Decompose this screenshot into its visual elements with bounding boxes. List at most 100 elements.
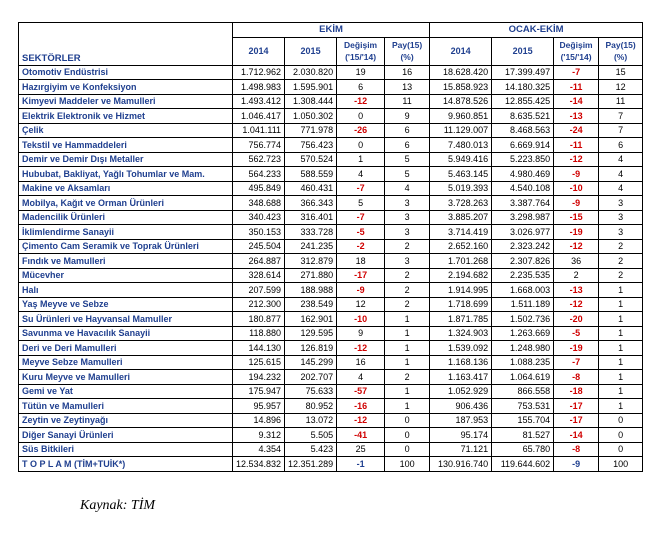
oe-share-cell: 3 xyxy=(598,195,644,211)
ekim-change-cell: 1 xyxy=(336,151,386,167)
ekim-share-cell: 13 xyxy=(384,79,431,95)
oe-change-cell: -5 xyxy=(553,325,600,341)
sector-name-cell: Mücevher xyxy=(18,267,233,283)
sector-name-cell: Tekstil ve Hammaddeleri xyxy=(18,137,233,153)
oe-2015-cell: 753.531 xyxy=(491,398,555,414)
oe-share-cell: 4 xyxy=(598,166,644,182)
ekim-change-cell: -2 xyxy=(336,238,386,254)
oe-share-cell: 7 xyxy=(598,108,644,124)
ekim-2014-cell: 207.599 xyxy=(231,282,286,298)
oe-2014-cell: 5.463.145 xyxy=(429,166,493,182)
sector-name-cell: Mobilya, Kağıt ve Orman Ürünleri xyxy=(18,195,233,211)
ekim-share-cell: 11 xyxy=(384,93,431,109)
table-row: Meyve Sebze Mamulleri 125.615 145.299 16 1 1.… xyxy=(18,354,644,370)
ekim-2014-cell: 1.046.417 xyxy=(231,108,286,124)
ekim-2015-cell: 13.072 xyxy=(284,412,338,428)
ekim-share-cell: 1 xyxy=(384,325,431,341)
oe-change-cell: -12 xyxy=(553,238,600,254)
ekim-change-cell: -17 xyxy=(336,267,386,283)
ekim-2015-cell: 1.595.901 xyxy=(284,79,338,95)
ekim-share-cell: 2 xyxy=(384,238,431,254)
sector-name-cell: Otomotiv Endüstrisi xyxy=(18,64,233,80)
ekim-2014-cell: 194.232 xyxy=(231,369,286,385)
oe-share-cell: 4 xyxy=(598,180,644,196)
ekim-share-cell: 16 xyxy=(384,64,431,80)
sector-name-cell: Kuru Meyve ve Mamulleri xyxy=(18,369,233,385)
oe-change-cell: -9 xyxy=(553,456,600,472)
oe-2015-cell: 1.248.980 xyxy=(491,340,555,356)
table-row: Otomotiv Endüstrisi 1.712.962 2.030.820 19 1… xyxy=(18,64,644,80)
oe-share-cell: 1 xyxy=(598,369,644,385)
oe-change-cell: -13 xyxy=(553,108,600,124)
oe-2015-cell: 14.180.325 xyxy=(491,79,555,95)
table-row: Mobilya, Kağıt ve Orman Ürünleri 348.688 3… xyxy=(18,195,644,211)
oe-2015-cell: 1.668.003 xyxy=(491,282,555,298)
oe-change-cell: -24 xyxy=(553,122,600,138)
ekim-2014-cell: 125.615 xyxy=(231,354,286,370)
ekim-2015-cell: 1.050.302 xyxy=(284,108,338,124)
ekim-2014-cell: 1.493.412 xyxy=(231,93,286,109)
oe-share-cell: 2 xyxy=(598,253,644,269)
ekim-change-cell: 0 xyxy=(336,137,386,153)
ekim-share-cell: 2 xyxy=(384,369,431,385)
ekim-2015-cell: 241.235 xyxy=(284,238,338,254)
ekim-change-cell: 5 xyxy=(336,195,386,211)
sector-name-cell: Çelik xyxy=(18,122,233,138)
oe-change-cell: -19 xyxy=(553,340,600,356)
oe-share-cell: 1 xyxy=(598,282,644,298)
oe-share-cell: 12 xyxy=(598,79,644,95)
oe-change-cell: -20 xyxy=(553,311,600,327)
ekim-group-header: EKİM xyxy=(231,22,431,38)
oe-change-cell: -12 xyxy=(553,296,600,312)
ekim-change-cell: -7 xyxy=(336,180,386,196)
oe-change-cell: -18 xyxy=(553,383,600,399)
ekim-2014-cell: 4.354 xyxy=(231,441,286,457)
oe-share-cell: 1 xyxy=(598,383,644,399)
oe-2014-cell: 1.052.929 xyxy=(429,383,493,399)
sector-name-cell: Kimyevi Maddeler ve Mamulleri xyxy=(18,93,233,109)
table-row: Süs Bitkileri 4.354 5.423 25 0 71.121 65.780 -8… xyxy=(18,441,644,457)
oe-2015-cell: 866.558 xyxy=(491,383,555,399)
oe-share-cell: 3 xyxy=(598,224,644,240)
col-2015-header: 2015 xyxy=(491,36,555,66)
sector-name-cell: Yaş Meyve ve Sebze xyxy=(18,296,233,312)
sector-name-cell: Çimento Cam Seramik ve Toprak Ürünleri xyxy=(18,238,233,254)
oe-change-cell: -7 xyxy=(553,354,600,370)
col-2014-header: 2014 xyxy=(429,36,493,66)
table-row: Kimyevi Maddeler ve Mamulleri 1.493.412 1.… xyxy=(18,93,644,109)
oe-2015-cell: 1.088.235 xyxy=(491,354,555,370)
oe-2014-cell: 1.914.995 xyxy=(429,282,493,298)
ekim-change-cell: 19 xyxy=(336,64,386,80)
ekim-share-cell: 4 xyxy=(384,180,431,196)
oe-2015-cell: 119.644.602 xyxy=(491,456,555,472)
sector-name-cell: Meyve Sebze Mamulleri xyxy=(18,354,233,370)
oe-share-cell: 2 xyxy=(598,267,644,283)
oe-change-cell: -7 xyxy=(553,64,600,80)
oe-2014-cell: 3.714.419 xyxy=(429,224,493,240)
ekim-2015-cell: 75.633 xyxy=(284,383,338,399)
column-header-row: 2014 2015 Değişim ('15/'14) Pay(15) (%) 20… xyxy=(19,36,644,66)
oe-share-cell: 0 xyxy=(598,412,644,428)
ekim-share-cell: 6 xyxy=(384,122,431,138)
sector-name-cell: Tütün ve Mamulleri xyxy=(18,398,233,414)
col-2015-header: 2015 xyxy=(284,36,338,66)
ekim-2015-cell: 366.343 xyxy=(284,195,338,211)
ekim-2014-cell: 1.041.111 xyxy=(231,122,286,138)
oe-2015-cell: 8.468.563 xyxy=(491,122,555,138)
oe-2014-cell: 1.163.417 xyxy=(429,369,493,385)
ekim-change-cell: -1 xyxy=(336,456,386,472)
ekim-change-cell: 9 xyxy=(336,325,386,341)
sector-name-cell: Deri ve Deri Mamulleri xyxy=(18,340,233,356)
sector-name-cell: Savunma ve Havacılık Sanayii xyxy=(18,325,233,341)
oe-change-cell: -9 xyxy=(553,166,600,182)
ekim-change-cell: 4 xyxy=(336,166,386,182)
ekim-change-cell: -7 xyxy=(336,209,386,225)
oe-2014-cell: 1.168.136 xyxy=(429,354,493,370)
sector-name-cell: Hububat, Bakliyat, Yağlı Tohumlar ve Mam… xyxy=(18,166,233,182)
ekim-change-cell: -9 xyxy=(336,282,386,298)
oe-2015-cell: 1.064.619 xyxy=(491,369,555,385)
ekim-2014-cell: 562.723 xyxy=(231,151,286,167)
sector-column-header: SEKTÖRLER xyxy=(18,22,233,66)
ekim-2015-cell: 238.549 xyxy=(284,296,338,312)
ekim-share-cell: 3 xyxy=(384,224,431,240)
